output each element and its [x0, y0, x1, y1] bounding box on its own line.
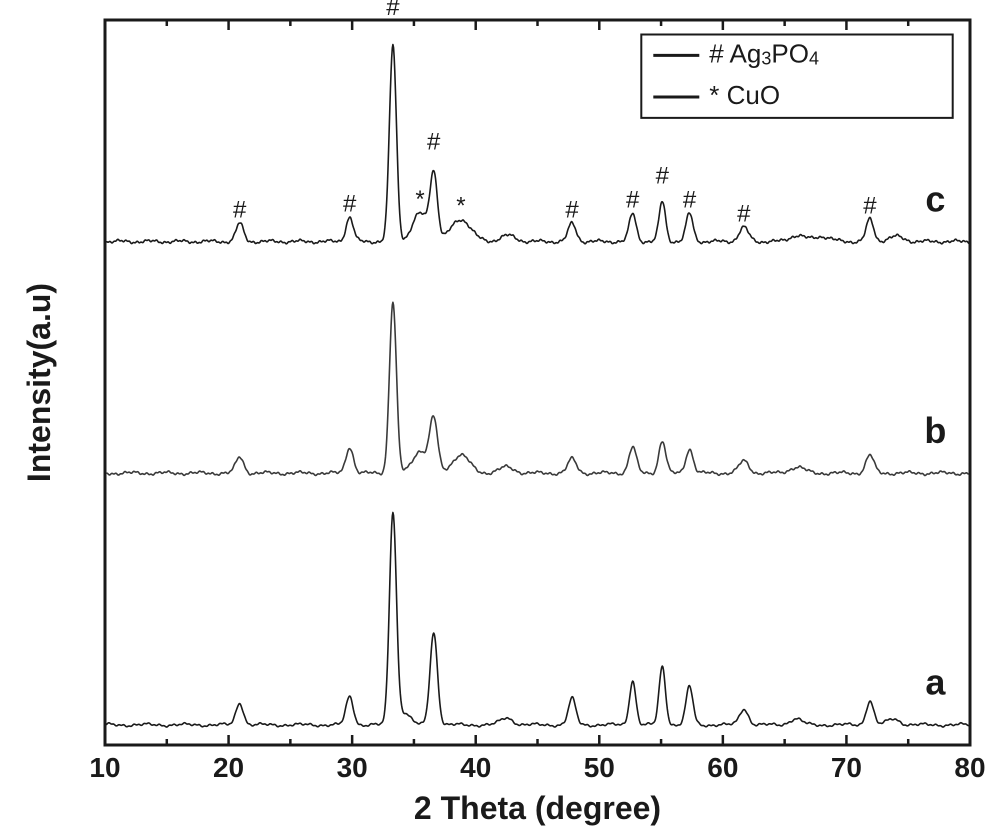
x-tick-label: 20	[213, 752, 244, 783]
peak-marker: #	[233, 196, 247, 223]
x-tick-label: 60	[707, 752, 738, 783]
peak-marker: *	[456, 192, 465, 219]
x-tick-label: 70	[831, 752, 862, 783]
peak-marker: #	[656, 162, 670, 189]
figure-container: 10 20 30 40 50 60 70 80 2 Theta (degree) Intensit…	[0, 0, 1000, 829]
peak-marker: #	[343, 190, 357, 217]
x-tick-label: 80	[954, 752, 985, 783]
peak-marker: #	[565, 196, 579, 223]
x-tick-label: 50	[584, 752, 615, 783]
peak-marker: #	[386, 0, 400, 21]
peak-marker: #	[863, 192, 877, 219]
peak-marker: #	[737, 200, 751, 227]
peak-marker: #	[626, 186, 640, 213]
peak-marker: #	[427, 128, 441, 155]
x-axis-label: 2 Theta (degree)	[414, 790, 661, 826]
x-tick-label: 30	[337, 752, 368, 783]
peak-marker: *	[415, 186, 424, 213]
panel-label-c: c	[925, 178, 945, 219]
x-tick-label: 40	[460, 752, 491, 783]
chart-bg	[0, 0, 1000, 829]
legend-label: * CuO	[709, 80, 780, 110]
peak-marker: #	[683, 186, 697, 213]
panel-label-a: a	[925, 662, 946, 703]
xrd-chart: 10 20 30 40 50 60 70 80 2 Theta (degree) Intensit…	[0, 0, 1000, 829]
x-tick-label: 10	[89, 752, 120, 783]
panel-label-b: b	[924, 410, 946, 451]
y-axis-label: Intensity(a.u)	[21, 283, 57, 482]
